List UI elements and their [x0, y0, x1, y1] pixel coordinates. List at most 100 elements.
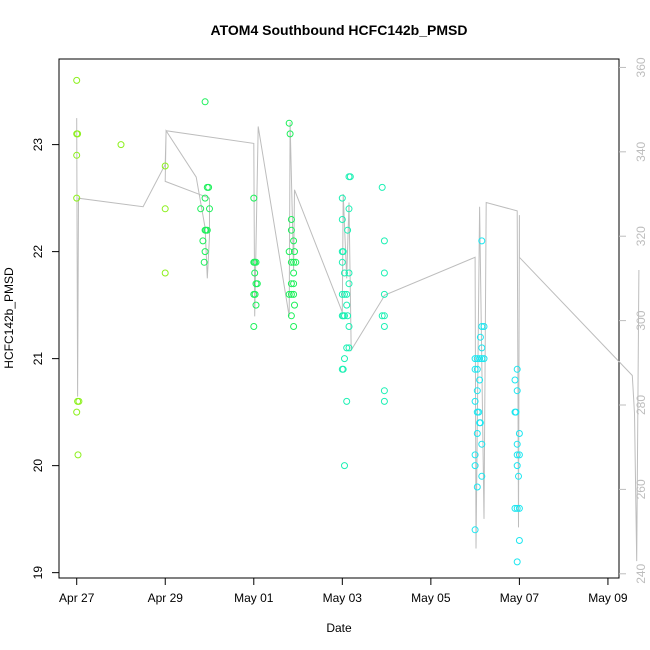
y-axis: 19 20 21 22 23	[31, 138, 59, 579]
data-point	[290, 280, 298, 288]
y-tick-label: 23	[31, 138, 45, 152]
data-point	[292, 258, 300, 266]
x-axis-label: Date	[326, 621, 352, 635]
x-tick-label: Apr 27	[59, 591, 95, 605]
data-point	[343, 301, 351, 309]
data-point	[476, 355, 484, 363]
data-point	[74, 130, 82, 138]
data-point	[287, 226, 295, 234]
data-point	[380, 397, 388, 405]
chart-title: ATOM4 Southbound HCFC142b_PMSD	[211, 22, 468, 38]
data-point	[291, 248, 298, 256]
data-point	[511, 376, 519, 384]
data-point	[290, 323, 298, 330]
data-point	[471, 365, 479, 373]
data-point	[250, 194, 258, 202]
data-point	[341, 355, 348, 363]
data-point	[339, 248, 347, 256]
data-point	[285, 290, 293, 298]
data-point	[200, 258, 208, 266]
data-point	[471, 526, 479, 534]
data-point	[380, 312, 388, 320]
data-point	[285, 119, 293, 127]
data-point	[480, 323, 488, 330]
data-point	[515, 537, 523, 544]
data-point	[74, 397, 82, 405]
data-point	[205, 183, 213, 191]
data-point	[345, 269, 353, 277]
x-axis: Apr 27 Apr 29 May 01 May 03 May 05 May 07 May …	[59, 578, 628, 605]
data-point	[338, 194, 346, 202]
data-point	[287, 312, 295, 320]
data-point	[161, 162, 169, 170]
data-point	[473, 365, 481, 373]
data-point	[476, 333, 484, 341]
data-point	[290, 290, 298, 298]
data-point	[380, 269, 388, 277]
data-point	[339, 365, 347, 373]
point-layer	[73, 76, 523, 566]
data-point	[345, 344, 353, 352]
data-point	[513, 462, 521, 470]
data-point	[344, 226, 352, 234]
data-point	[473, 355, 481, 363]
data-point	[476, 376, 484, 384]
data-point	[344, 312, 352, 320]
data-point	[201, 98, 209, 106]
data-point	[201, 248, 209, 256]
x-tick-label: May 05	[411, 591, 451, 605]
x-tick-label: Apr 29	[148, 591, 184, 605]
data-point	[478, 344, 486, 352]
data-point	[253, 280, 261, 288]
y-tick-label: 21	[31, 352, 45, 366]
y-tick-label: 22	[31, 245, 45, 259]
data-point	[252, 301, 260, 309]
data-point	[473, 483, 481, 491]
data-point	[73, 408, 81, 416]
data-point	[345, 205, 353, 213]
data-point	[471, 397, 479, 405]
y2-tick-label: 240	[634, 563, 648, 583]
y-axis-label: HCFC142b_PMSD	[2, 267, 16, 369]
data-point	[515, 451, 523, 459]
data-point	[338, 290, 346, 298]
plot-frame	[58, 58, 620, 579]
data-point	[380, 290, 388, 298]
data-point	[380, 237, 388, 245]
data-point	[341, 290, 348, 298]
data-point	[338, 258, 346, 266]
data-point	[513, 387, 521, 395]
data-point	[513, 558, 521, 566]
data-point	[378, 183, 386, 191]
y2-tick-label: 340	[634, 141, 648, 161]
data-point	[478, 440, 486, 448]
data-point	[515, 472, 522, 480]
data-point	[478, 355, 486, 363]
data-point	[513, 451, 521, 459]
data-point	[73, 151, 81, 159]
data-point	[287, 216, 295, 223]
data-point	[201, 194, 209, 202]
data-point	[511, 504, 519, 512]
data-point	[252, 258, 260, 266]
data-point	[471, 462, 479, 470]
data-point	[473, 430, 481, 437]
data-point	[74, 451, 82, 459]
data-point	[338, 216, 346, 223]
data-point	[345, 280, 353, 288]
data-point	[287, 290, 295, 298]
y2-tick-label: 360	[634, 57, 648, 77]
data-point	[291, 301, 298, 309]
data-point	[250, 323, 258, 330]
data-point	[343, 344, 351, 352]
x-tick-label: May 09	[588, 591, 628, 605]
y2-axis: 240 260 280 300 320 340 360	[619, 57, 648, 584]
x-tick-label: May 07	[500, 591, 540, 605]
line-layer	[76, 118, 640, 562]
y2-tick-label: 280	[634, 395, 648, 415]
data-point	[476, 419, 484, 427]
data-point	[199, 237, 207, 245]
y2-tick-label: 300	[634, 310, 648, 330]
data-point	[287, 258, 295, 266]
data-point	[513, 365, 521, 373]
